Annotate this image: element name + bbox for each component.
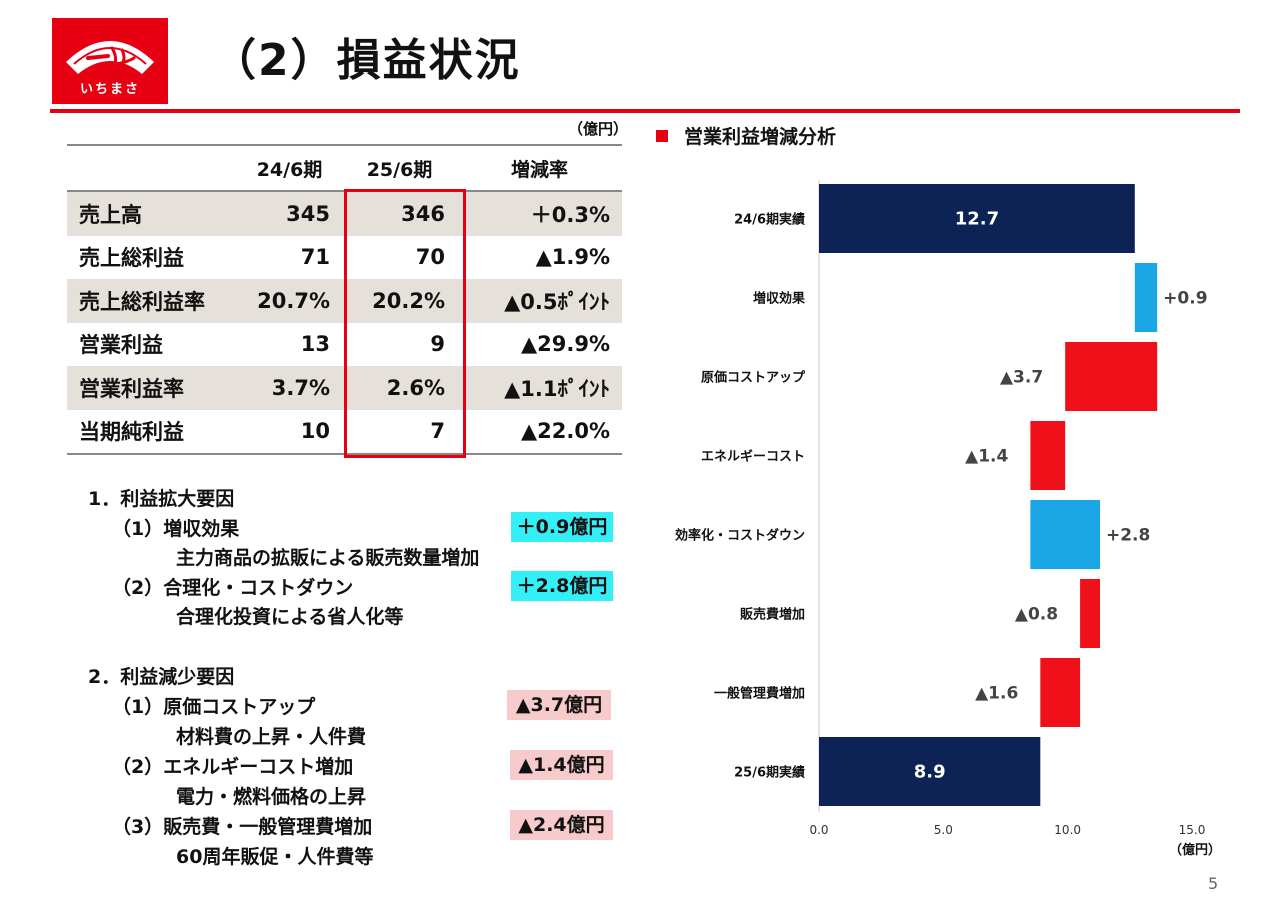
curr-value: 346 (342, 191, 457, 236)
row-label: 当期純利益 (67, 409, 237, 455)
factor-label: （3）販売費・一般管理費増加 (112, 816, 373, 838)
chart-bar (1030, 500, 1100, 569)
data-label: ▲1.6 (975, 684, 1018, 704)
category-label: 25/6期実績 (734, 765, 805, 781)
table-row: 営業利益 13 9 ▲29.9% (67, 323, 622, 367)
prev-value: 71 (300, 245, 330, 270)
chart-bar (819, 737, 1041, 806)
data-label: ▲1.4 (965, 447, 1008, 467)
row-label: 売上総利益 (79, 246, 184, 271)
factor-detail: 電力・燃料価格の上昇 (176, 786, 367, 808)
curr-value: 7 (342, 409, 457, 455)
x-tick-label: 0.0 (809, 823, 828, 837)
chart-title: 営業利益増減分析 (684, 126, 837, 148)
category-label: 原価コストアップ (701, 370, 806, 386)
chart-bar (1040, 658, 1081, 727)
row-label: 売上総利益率 (67, 279, 237, 323)
chart-bar (819, 184, 1135, 253)
table-row: 営業利益率 3.7% 2.6% ▲1.1ﾎﾟｲﾝﾄ (67, 366, 622, 410)
row-label: 売上高 (67, 191, 237, 236)
table-row: 当期純利益 10 7 ▲22.0% (67, 409, 622, 455)
page-title: （2）損益状況 (212, 35, 521, 86)
curr-value: 70 (415, 245, 445, 270)
factor-amount-badge: ▲2.4億円 (510, 810, 613, 840)
data-label: +2.8 (1106, 526, 1150, 546)
x-tick-label: 10.0 (1054, 823, 1081, 837)
table-row: 売上総利益率 20.7% 20.2% ▲0.5ﾎﾟｲﾝﾄ (67, 279, 622, 323)
table-header-cell: 増減率 (457, 144, 622, 192)
fan-logo-icon (66, 41, 154, 74)
category-label: 効率化・コストダウン (675, 528, 805, 544)
curr-value: 9 (430, 332, 445, 357)
page-number: 5 (1208, 874, 1219, 893)
row-label: 営業利益率 (67, 366, 237, 410)
company-logo: いちまさ (52, 18, 168, 104)
change-value: ▲1.1ﾎﾟｲﾝﾄ (457, 366, 622, 410)
factor-detail: 合理化投資による省人化等 (176, 606, 404, 628)
factor-detail: 材料費の上昇・人件費 (176, 726, 367, 748)
pl-table: 24/6期 25/6期 増減率 売上高 345 346 ＋0.3% 売上総利益 … (67, 144, 622, 455)
factor-amount-badge: ＋2.8億円 (511, 571, 613, 601)
factor-amount-badge: ＋0.9億円 (511, 512, 613, 542)
data-label: ▲3.7 (1000, 368, 1043, 388)
x-tick-label: 5.0 (934, 823, 953, 837)
factor-label: （2）合理化・コストダウン (112, 577, 354, 599)
logo-text: いちまさ (79, 82, 140, 97)
prev-value: 10 (237, 409, 342, 455)
data-label: 8.9 (914, 762, 946, 783)
factor-amount-badge: ▲1.4億円 (510, 750, 613, 780)
category-label: 販売費増加 (740, 607, 805, 623)
x-axis-unit: （億円） (1169, 842, 1221, 858)
data-label: 12.7 (955, 209, 999, 230)
change-value: ▲29.9% (520, 332, 610, 357)
table-row: 売上総利益 71 70 ▲1.9% (67, 236, 622, 280)
waterfall-chart: 24/6期実績 12.7 増収効果 +0.9 原価コストアップ ▲3.7 エネルギーコスト ▲… (675, 180, 1221, 858)
curr-value: 20.2% (342, 279, 457, 323)
increase-heading: 1．利益拡大要因 (88, 488, 235, 510)
change-value: ▲0.5ﾎﾟｲﾝﾄ (457, 279, 622, 323)
chart-bar (1134, 263, 1158, 332)
chart-bar (1030, 421, 1066, 490)
factor-detail: 60周年販促・人件費等 (176, 846, 374, 868)
current-period-highlight (344, 189, 466, 458)
factor-label: （1）増収効果 (112, 518, 240, 540)
factor-label: （2）エネルギーコスト増加 (112, 756, 354, 778)
change-value: ▲1.9% (535, 245, 610, 270)
data-label: +0.9 (1163, 289, 1207, 309)
category-label: 増収効果 (753, 291, 805, 307)
prev-value: 3.7% (237, 366, 342, 410)
table-header-cell: 25/6期 (342, 144, 457, 192)
prev-value: 13 (300, 332, 330, 357)
decrease-heading: 2．利益減少要因 (88, 666, 235, 688)
change-value: ▲22.0% (457, 409, 622, 455)
table-row: 売上高 345 346 ＋0.3% (67, 191, 622, 236)
factor-detail: 主力商品の拡販による販売数量増加 (176, 547, 480, 569)
chart-bar (1080, 579, 1100, 648)
curr-value: 2.6% (342, 366, 457, 410)
category-label: 一般管理費増加 (714, 686, 805, 702)
table-header-cell (67, 144, 237, 192)
prev-value: 345 (237, 191, 342, 236)
prev-value: 20.7% (237, 279, 342, 323)
data-label: ▲0.8 (1015, 605, 1058, 625)
row-label: 営業利益 (79, 333, 163, 358)
table-unit-label: （億円） (568, 120, 629, 138)
table-header-row: 24/6期 25/6期 増減率 (67, 144, 622, 192)
factor-label: （1）原価コストアップ (112, 696, 316, 718)
change-value: ＋0.3% (457, 191, 622, 236)
x-tick-label: 15.0 (1179, 823, 1206, 837)
category-label: エネルギーコスト (701, 449, 805, 465)
title-divider (50, 109, 1240, 113)
table-header-cell: 24/6期 (237, 144, 342, 192)
chart-title-marker (656, 130, 668, 142)
factor-amount-badge: ▲3.7億円 (507, 690, 611, 720)
category-label: 24/6期実績 (734, 212, 805, 228)
chart-bar (1065, 342, 1158, 411)
